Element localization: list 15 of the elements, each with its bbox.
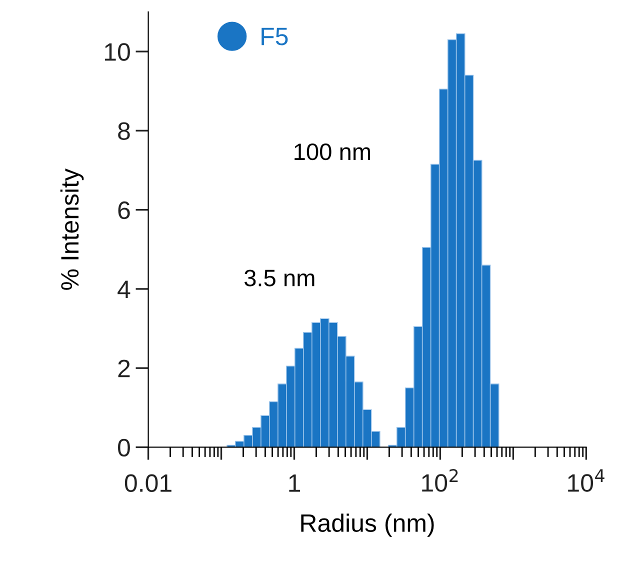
- y-tick-label: 0: [118, 438, 130, 457]
- y-tick-label: 2: [118, 360, 130, 378]
- legend-label: F5: [262, 28, 288, 46]
- annotation: 100 nm: [294, 143, 370, 160]
- y-tick-label: 4: [118, 280, 130, 298]
- x-tick-label: 10$^{2}$: [422, 468, 458, 492]
- y-axis-title: % Intensity: [60, 168, 84, 290]
- y-tick-label: 6: [118, 201, 130, 220]
- x-tick-label: 1: [289, 474, 300, 492]
- x-axis-title: Radius (nm): [301, 514, 434, 537]
- x-tick-label: 10$^{4}$: [568, 469, 604, 492]
- y-tick-label: 8: [118, 122, 130, 140]
- y-tick-label: 10: [105, 43, 130, 61]
- x-tick-label: 0.01: [124, 474, 172, 492]
- annotation: 3.5 nm: [244, 270, 314, 286]
